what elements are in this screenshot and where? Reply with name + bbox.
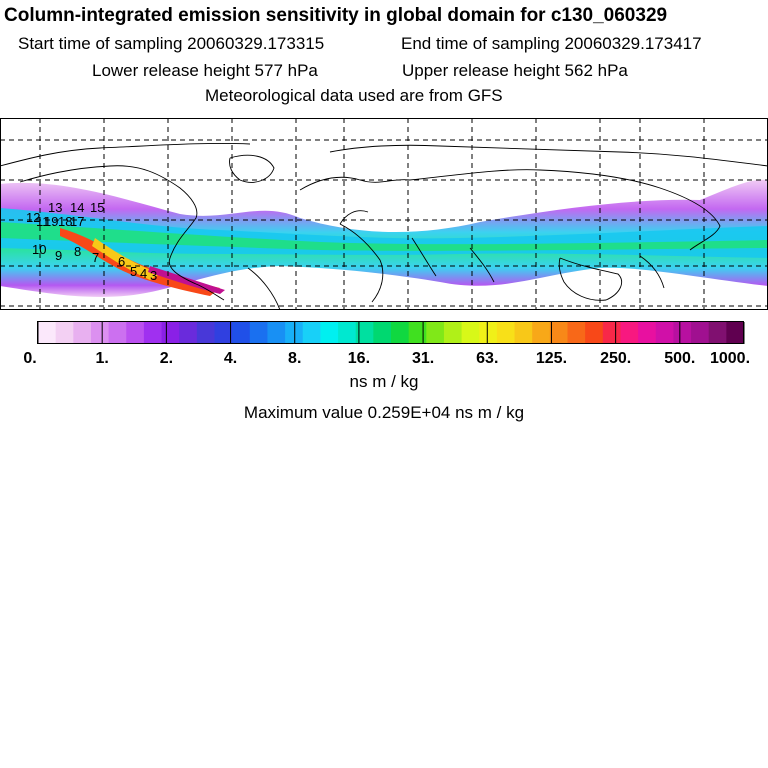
colorbar-cell bbox=[461, 322, 480, 344]
colorbar-cell bbox=[691, 322, 710, 344]
colorbar-cell bbox=[708, 322, 727, 344]
colorbar-cell bbox=[267, 322, 286, 344]
colorbar-cell bbox=[320, 322, 339, 344]
upper-release-label: Upper release height 562 hPa bbox=[402, 61, 628, 80]
trajectory-label: 3 bbox=[150, 268, 157, 283]
trajectory-labels: 13 14 15 12 11 19 18 17 10 9 8 7 6 5 4 3 bbox=[26, 200, 157, 283]
trajectory-label: 15 bbox=[90, 200, 104, 215]
end-time-label: End time of sampling 20060329.173417 bbox=[401, 34, 702, 53]
colorbar: 0. 1. 2. 4. 8. 16. 31. 63. 125. 250. 500. 1000. bbox=[23, 321, 750, 367]
trajectory-label: 4 bbox=[140, 266, 147, 281]
colorbar-cell bbox=[602, 322, 621, 344]
trajectory-label: 5 bbox=[130, 264, 137, 279]
trajectory-label: 19 bbox=[44, 214, 58, 229]
maximum-value-label: Maximum value 0.259E+04 ns m / kg bbox=[243, 403, 525, 422]
colorbar-frame bbox=[37, 321, 744, 344]
colorbar-cell bbox=[161, 322, 180, 344]
colorbar-tick-label: 31. bbox=[412, 350, 434, 367]
colorbar-cell bbox=[108, 322, 127, 344]
trajectory-label: 17 bbox=[70, 214, 84, 229]
colorbar-cell bbox=[355, 322, 374, 344]
colorbar-tick-label: 4. bbox=[224, 350, 237, 367]
colorbar-cell bbox=[126, 322, 145, 344]
colorbar-cell bbox=[408, 322, 427, 344]
coastlines bbox=[0, 143, 768, 310]
colorbar-cell bbox=[338, 322, 357, 344]
colorbar-cell bbox=[443, 322, 463, 344]
colorbar-cell bbox=[38, 322, 57, 344]
colorbar-cell bbox=[302, 322, 321, 344]
trajectory-label: 18 bbox=[58, 214, 72, 229]
colorbar-cell bbox=[55, 322, 74, 344]
trajectory-label: 9 bbox=[55, 248, 62, 263]
trajectory-label: 10 bbox=[32, 242, 46, 257]
colorbar-tick-label: 125. bbox=[536, 350, 567, 367]
sensitivity-map: 13 14 15 12 11 19 18 17 10 9 8 7 6 5 4 3 bbox=[0, 118, 768, 310]
colorbar-cell bbox=[655, 322, 674, 344]
colorbar-tick-label: 0. bbox=[23, 350, 36, 367]
trajectory-label: 8 bbox=[74, 244, 81, 259]
colorbar-cell bbox=[549, 322, 568, 344]
trajectory-label: 6 bbox=[118, 254, 125, 269]
colorbar-tick-label: 16. bbox=[348, 350, 370, 367]
sensitivity-field bbox=[0, 179, 768, 297]
colorbar-cell bbox=[214, 322, 233, 344]
met-data-label: Meteorological data used are from GFS bbox=[205, 86, 503, 105]
colorbar-cell bbox=[726, 322, 745, 344]
start-time-label: Start time of sampling 20060329.173315 bbox=[18, 34, 325, 53]
colorbar-cell bbox=[373, 322, 392, 344]
colorbar-cell bbox=[391, 322, 410, 344]
colorbar-cell bbox=[73, 322, 92, 344]
trajectory-label: 14 bbox=[70, 200, 84, 215]
colorbar-tick-label: 8. bbox=[288, 350, 301, 367]
trajectory-label: 13 bbox=[48, 200, 62, 215]
colorbar-cell bbox=[90, 322, 110, 344]
colorbar-cell bbox=[638, 322, 657, 344]
colorbar-tick-label: 250. bbox=[600, 350, 631, 367]
colorbar-cell bbox=[532, 322, 551, 344]
colorbar-cell bbox=[249, 322, 268, 344]
colorbar-tick-label: 1. bbox=[96, 350, 109, 367]
colorbar-cell bbox=[179, 322, 198, 344]
colorbar-tick-label: 2. bbox=[160, 350, 173, 367]
colorbar-cell bbox=[673, 322, 692, 344]
colorbar-cell bbox=[585, 322, 604, 344]
colorbar-cell bbox=[567, 322, 586, 344]
colorbar-cell bbox=[285, 322, 304, 344]
colorbar-cell bbox=[620, 322, 639, 344]
colorbar-cell bbox=[496, 322, 516, 344]
colorbar-cells bbox=[38, 322, 745, 344]
lower-release-label: Lower release height 577 hPa bbox=[92, 61, 318, 80]
colorbar-labels: 0. 1. 2. 4. 8. 16. 31. 63. 125. 250. 500. 1000. bbox=[23, 350, 750, 367]
trajectory-label: 7 bbox=[92, 250, 99, 265]
trajectory-label: 11 bbox=[36, 214, 50, 229]
trajectory-label: 12 bbox=[26, 210, 40, 225]
colorbar-cell bbox=[143, 322, 163, 344]
colorbar-cell bbox=[196, 322, 215, 344]
colorbar-tick-label: 63. bbox=[476, 350, 498, 367]
colorbar-cell bbox=[479, 322, 498, 344]
colorbar-cell bbox=[514, 322, 533, 344]
colorbar-tick-label: 1000. bbox=[710, 350, 750, 367]
colorbar-units: ns m / kg bbox=[349, 372, 419, 391]
colorbar-cell bbox=[232, 322, 251, 344]
colorbar-tick-label: 500. bbox=[664, 350, 695, 367]
colorbar-cell bbox=[426, 322, 445, 344]
plot-title: Column-integrated emission sensitivity i… bbox=[4, 5, 668, 26]
